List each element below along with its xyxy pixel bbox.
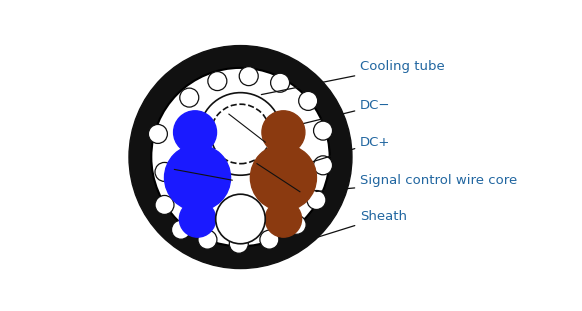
Circle shape (287, 215, 306, 234)
Circle shape (148, 124, 168, 143)
Circle shape (208, 72, 227, 91)
Circle shape (151, 68, 329, 246)
Text: DC+: DC+ (264, 136, 391, 177)
Circle shape (271, 73, 290, 92)
Circle shape (155, 162, 174, 181)
Circle shape (172, 220, 190, 239)
Text: Cooling tube: Cooling tube (261, 60, 445, 95)
Circle shape (211, 104, 270, 164)
Circle shape (165, 145, 230, 211)
Circle shape (198, 230, 217, 249)
Circle shape (239, 67, 258, 86)
Circle shape (179, 201, 216, 237)
Text: DC−: DC− (264, 99, 391, 133)
Text: Sheath: Sheath (299, 210, 407, 243)
Circle shape (260, 230, 279, 249)
Circle shape (299, 91, 318, 110)
Circle shape (199, 93, 282, 175)
Text: Signal control wire core: Signal control wire core (316, 174, 517, 192)
Circle shape (180, 88, 199, 107)
Circle shape (155, 195, 174, 215)
Circle shape (262, 111, 305, 154)
Circle shape (314, 121, 332, 140)
Circle shape (229, 234, 249, 253)
Circle shape (216, 194, 265, 244)
Circle shape (129, 46, 352, 268)
Circle shape (265, 201, 301, 237)
Circle shape (314, 156, 332, 175)
Circle shape (307, 191, 326, 210)
Circle shape (173, 111, 217, 154)
Circle shape (250, 145, 317, 211)
